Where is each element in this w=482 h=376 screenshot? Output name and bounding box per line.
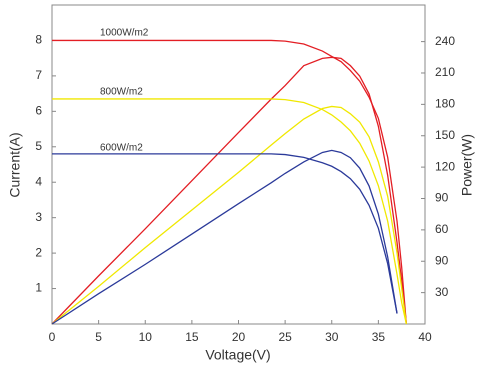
- y-tick-label: 6: [35, 104, 42, 118]
- plot-frame: [51, 4, 426, 325]
- annotation: 800W/m2: [100, 87, 143, 98]
- y2-axis-label: Power(W): [459, 134, 475, 196]
- x-tick-label: 20: [232, 330, 246, 344]
- y2-tick-label: 210: [435, 65, 455, 79]
- x-tick-label: 15: [185, 330, 199, 344]
- y-tick-label: 5: [35, 139, 42, 153]
- x-tick-label: 30: [325, 330, 339, 344]
- y-tick-label: 4: [35, 174, 42, 188]
- y-tick-label: 2: [35, 245, 42, 259]
- x-tick-label: 35: [372, 330, 386, 344]
- series-line: [52, 39, 407, 325]
- y2-tick-label: 240: [435, 34, 455, 48]
- series-line: [51, 105, 407, 325]
- y2-tick-label: 120: [435, 159, 455, 173]
- annotation: 1000W/m2: [100, 28, 149, 39]
- y2-tick-label: 90: [435, 191, 449, 205]
- y-axis-label: Current(A): [7, 132, 23, 197]
- x-tick-label: 0: [49, 330, 56, 344]
- y-tick-label: 7: [35, 68, 42, 82]
- y2-tick-label: 90: [435, 253, 449, 267]
- y-tick-label: 1: [35, 281, 42, 295]
- y2-tick-label: 30: [435, 285, 449, 299]
- series-line: [52, 153, 398, 314]
- y2-tick-label: 60: [435, 222, 449, 236]
- series-line: [51, 56, 407, 325]
- y2-tick-label: 180: [435, 97, 455, 111]
- x-axis-label: Voltage(V): [205, 347, 270, 363]
- series-line: [51, 149, 398, 325]
- annotation: 600W/m2: [100, 143, 143, 154]
- x-tick-label: 10: [139, 330, 153, 344]
- y-tick-label: 8: [35, 33, 42, 47]
- x-tick-label: 25: [278, 330, 292, 344]
- y-tick-label: 3: [35, 210, 42, 224]
- x-tick-label: 40: [418, 330, 432, 344]
- x-tick-label: 5: [95, 330, 102, 344]
- y2-tick-label: 150: [435, 128, 455, 142]
- series-line: [52, 98, 407, 325]
